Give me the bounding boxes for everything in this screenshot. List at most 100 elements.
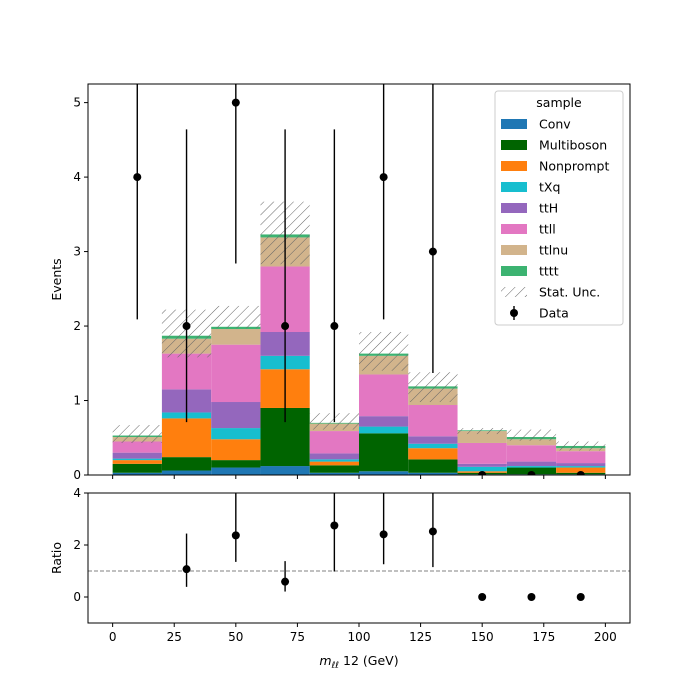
ratio-point-9 xyxy=(576,593,585,601)
x-tick-label-4: 100 xyxy=(348,630,371,644)
ratio-point-4 xyxy=(330,521,339,530)
data-point-4 xyxy=(330,322,339,331)
x-axis-label: mℓℓ 12 (GeV) xyxy=(319,653,398,671)
bar-txq-bin-2 xyxy=(211,428,261,440)
ratio-y-tick-label-2: 4 xyxy=(73,486,81,500)
bar-multiboson-bin-0 xyxy=(112,463,162,473)
bar-ttll-bin-9 xyxy=(556,451,606,464)
bar-ttlnu-bin-2 xyxy=(211,329,261,345)
bar-tth-bin-7 xyxy=(457,463,507,467)
main-y-axis-label: Events xyxy=(49,258,64,300)
data-point-2 xyxy=(231,98,240,107)
bar-conv-bin-1 xyxy=(161,470,212,475)
bar-nonprompt-bin-0 xyxy=(112,460,162,464)
ratio-y-axis-label: Ratio xyxy=(49,542,64,574)
stat-unc-bin-2 xyxy=(211,305,261,329)
bar-multiboson-bin-5 xyxy=(359,433,409,472)
legend-swatch-stat-unc xyxy=(501,287,527,297)
ratio-point-3 xyxy=(281,577,290,586)
x-tick-label-8: 200 xyxy=(594,630,617,644)
stat-unc-bin-0 xyxy=(112,425,162,443)
main-y-tick-label-1: 1 xyxy=(73,394,81,408)
bar-txq-bin-8 xyxy=(506,466,557,468)
x-axis-label-unit: 12 (GeV) xyxy=(339,653,399,668)
bar-txq-bin-9 xyxy=(556,466,606,468)
bar-nonprompt-bin-4 xyxy=(309,461,359,466)
bar-conv-bin-0 xyxy=(112,472,162,475)
bar-conv-bin-4 xyxy=(309,472,359,475)
main-panel-data xyxy=(133,84,585,475)
x-tick-label-7: 175 xyxy=(532,630,555,644)
bar-nonprompt-bin-6 xyxy=(408,448,458,460)
legend-label-conv: Conv xyxy=(539,117,571,132)
bar-txq-bin-6 xyxy=(408,443,458,449)
ratio-y-tick-label-1: 2 xyxy=(73,538,81,552)
bar-tth-bin-2 xyxy=(211,402,261,429)
stat-unc-bin-8 xyxy=(506,429,557,441)
stat-unc-bin-5 xyxy=(359,332,409,371)
data-point-7 xyxy=(478,471,487,475)
legend-label-multiboson: Multiboson xyxy=(539,138,607,153)
legend-swatch-txq xyxy=(501,182,527,192)
bar-ttll-bin-6 xyxy=(408,404,458,437)
bar-conv-bin-2 xyxy=(211,467,261,475)
x-axis-label-symbol: m xyxy=(319,653,331,668)
stat-unc-bin-7 xyxy=(457,428,507,435)
x-tick-label-2: 50 xyxy=(228,630,243,644)
bar-txq-bin-5 xyxy=(359,426,409,434)
data-point-6 xyxy=(428,247,437,256)
main-y-tick-label-2: 2 xyxy=(73,319,81,333)
legend-swatch-data-point xyxy=(510,309,518,317)
bar-ttlnu-bin-8 xyxy=(506,439,557,446)
x-tick-label-6: 150 xyxy=(471,630,494,644)
legend-label-nonprompt: Nonprompt xyxy=(539,159,609,174)
bar-ttll-bin-4 xyxy=(309,431,359,454)
bar-multiboson-bin-6 xyxy=(408,459,458,473)
ratio-y-tick-label-0: 0 xyxy=(73,590,81,604)
ratio-point-7 xyxy=(478,593,487,601)
legend-label-txq: tXq xyxy=(539,180,560,195)
bar-ttll-bin-2 xyxy=(211,344,261,403)
legend-swatch-tth xyxy=(501,203,527,213)
legend-label-ttlnu: ttlnu xyxy=(539,243,568,258)
x-tick-label-3: 75 xyxy=(290,630,305,644)
ratio-point-6 xyxy=(428,527,437,536)
bar-tth-bin-6 xyxy=(408,436,458,444)
main-y-tick-label-0: 0 xyxy=(73,468,81,482)
legend-label-data: Data xyxy=(539,306,569,321)
bar-txq-bin-7 xyxy=(457,466,507,472)
bar-multiboson-bin-8 xyxy=(506,467,557,475)
x-tick-label-1: 25 xyxy=(167,630,182,644)
data-point-0 xyxy=(133,173,142,182)
ratio-point-8 xyxy=(527,593,536,601)
bar-ttlnu-bin-7 xyxy=(457,431,507,443)
main-y-tick-label-5: 5 xyxy=(73,96,81,110)
data-point-8 xyxy=(527,471,536,475)
bar-txq-bin-0 xyxy=(112,458,162,461)
ratio-point-1 xyxy=(182,565,191,574)
legend-label-stat-unc: Stat. Unc. xyxy=(539,285,600,300)
main-y-tick-label-4: 4 xyxy=(73,170,81,184)
main-y-tick-label-3: 3 xyxy=(73,245,81,259)
bar-nonprompt-bin-1 xyxy=(161,418,212,458)
bar-nonprompt-bin-2 xyxy=(211,439,261,461)
legend-swatch-multiboson xyxy=(501,140,527,150)
bar-ttll-bin-8 xyxy=(506,445,557,462)
bar-tth-bin-9 xyxy=(556,463,606,467)
bar-ttll-bin-0 xyxy=(112,441,162,453)
legend-swatch-conv xyxy=(501,119,527,129)
legend-label-tth: ttH xyxy=(539,201,558,216)
bar-tth-bin-8 xyxy=(506,461,557,467)
bar-conv-bin-3 xyxy=(260,466,310,475)
x-tick-label-5: 125 xyxy=(409,630,432,644)
data-point-9 xyxy=(576,471,585,475)
stat-unc-bin-9 xyxy=(556,441,606,451)
ratio-panel-content xyxy=(88,493,630,601)
x-axis-label-subscript: ℓℓ xyxy=(331,661,339,671)
x-tick-label-0: 0 xyxy=(109,630,117,644)
bar-conv-bin-6 xyxy=(408,472,458,475)
bar-conv-bin-5 xyxy=(359,471,409,475)
legend-swatch-ttll xyxy=(501,224,527,234)
